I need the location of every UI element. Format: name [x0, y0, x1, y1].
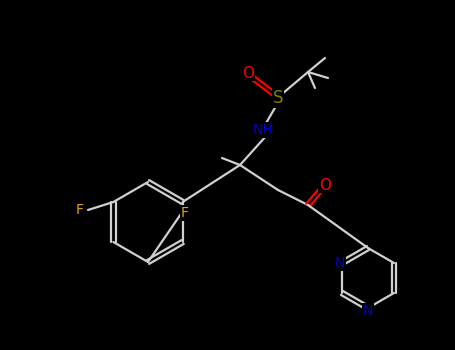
Text: O: O — [242, 65, 254, 80]
Text: N: N — [363, 304, 373, 318]
Text: S: S — [273, 89, 283, 107]
Text: F: F — [181, 206, 189, 220]
Text: N: N — [335, 256, 345, 270]
Text: F: F — [76, 203, 84, 217]
Text: O: O — [319, 177, 331, 192]
Text: NH: NH — [253, 123, 273, 137]
